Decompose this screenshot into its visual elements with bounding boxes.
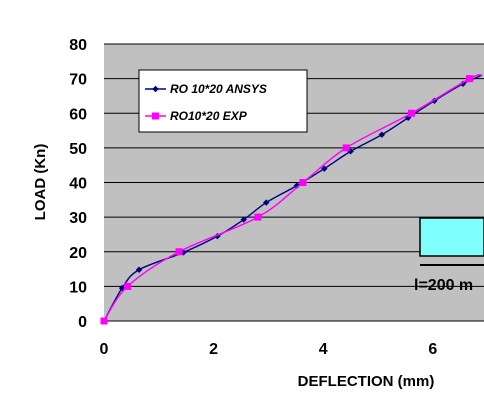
data-point bbox=[124, 282, 132, 290]
series-2 bbox=[100, 74, 483, 325]
y-tick-label: 40 bbox=[69, 176, 87, 193]
legend: RO 10*20 ANSYS RO10*20 EXP bbox=[138, 69, 308, 133]
data-point bbox=[240, 216, 247, 223]
y-tick-label: 80 bbox=[69, 37, 87, 54]
data-point bbox=[466, 75, 474, 83]
data-point bbox=[175, 248, 183, 256]
data-point bbox=[321, 165, 328, 172]
beam-length-label: l=200 m bbox=[414, 277, 473, 294]
x-axis-title: DEFLECTION (mm) bbox=[298, 373, 435, 390]
legend-entry: RO 10*20 ANSYS bbox=[145, 82, 267, 96]
x-tick-label: 4 bbox=[319, 341, 328, 358]
y-tick-label: 10 bbox=[69, 279, 87, 296]
legend-label: RO10*20 EXP bbox=[170, 109, 248, 123]
series-layer bbox=[100, 74, 483, 325]
data-point bbox=[293, 182, 301, 189]
data-point bbox=[378, 131, 386, 138]
y-axis-ticks: 0 10 20 30 40 50 60 70 80 bbox=[69, 37, 87, 331]
beam-inset-fill bbox=[419, 217, 484, 257]
legend-swatch-marker bbox=[152, 112, 159, 120]
y-tick-label: 70 bbox=[69, 72, 87, 89]
data-point bbox=[299, 179, 307, 186]
data-point bbox=[135, 266, 143, 273]
legend-label: RO 10*20 ANSYS bbox=[170, 82, 267, 96]
data-point bbox=[100, 317, 108, 325]
x-axis-ticks: 0 2 4 6 bbox=[100, 341, 438, 358]
x-tick-label: 0 bbox=[100, 341, 109, 358]
data-point bbox=[263, 199, 270, 206]
legend-entry: RO10*20 EXP bbox=[145, 109, 248, 123]
legend-box bbox=[138, 69, 308, 133]
data-point bbox=[431, 97, 438, 104]
x-tick-label: 6 bbox=[428, 341, 437, 358]
data-point bbox=[407, 109, 415, 117]
legend-swatch-marker bbox=[152, 85, 159, 93]
y-tick-label: 60 bbox=[69, 106, 87, 123]
beam-inset: l=200 m bbox=[414, 217, 484, 294]
y-tick-label: 0 bbox=[78, 314, 87, 331]
x-tick-label: 2 bbox=[209, 341, 218, 358]
y-tick-label: 50 bbox=[69, 141, 87, 158]
y-axis-title: LOAD (Kn) bbox=[32, 144, 49, 221]
data-point bbox=[254, 213, 262, 221]
data-point bbox=[342, 144, 350, 152]
y-tick-label: 30 bbox=[69, 210, 87, 227]
legend-items: RO 10*20 ANSYS RO10*20 EXP bbox=[145, 82, 267, 123]
y-tick-label: 20 bbox=[69, 245, 87, 262]
